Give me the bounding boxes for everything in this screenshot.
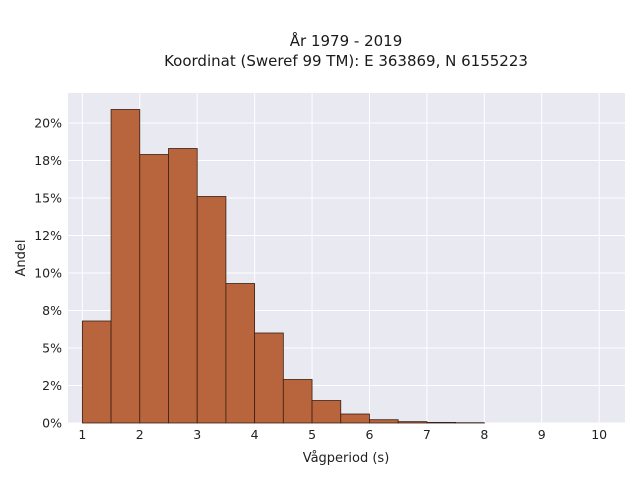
x-tick-label: 8 [480,427,488,442]
x-tick-label: 1 [78,427,86,442]
histogram-bar [110,109,141,424]
x-tick-label: 7 [423,427,431,442]
chart-title-line-2: Koordinat (Sweref 99 TM): E 363869, N 61… [164,52,528,70]
y-tick-label: 15% [34,191,62,206]
x-tick-label: 6 [365,427,373,442]
x-axis-label: Vågperiod (s) [303,451,390,466]
y-tick-label: 0% [42,416,62,431]
histogram-bar [196,196,227,424]
histogram-bar [225,283,256,424]
x-tick-label: 3 [193,427,201,442]
y-tick-label: 18% [34,153,62,168]
y-tick-label: 12% [34,228,62,243]
histogram-bar [369,419,399,424]
chart-title-line-1: År 1979 - 2019 [290,31,403,50]
histogram-bar [397,421,428,424]
x-tick-label: 2 [136,427,144,442]
y-tick-label: 8% [42,303,62,318]
y-axis-label: Andel [14,240,29,277]
histogram-bar [426,421,457,424]
x-tick-label: 10 [591,427,607,442]
histogram-bar [81,320,112,424]
bars [81,109,485,424]
x-tick-label: 5 [308,427,316,442]
histogram-bar [254,332,284,424]
histogram-bar [311,400,342,424]
tick-labels: 1 2 3 4 5 6 7 8 9 10 0% 2% 5% 8% 10% 12% 15% 18% 20% [34,116,607,443]
x-tick-label: 4 [251,427,259,442]
histogram-bar [168,148,198,424]
histogram-bar [340,413,370,424]
y-tick-label: 2% [42,378,62,393]
y-tick-label: 5% [42,341,62,356]
y-tick-label: 10% [34,266,62,281]
histogram-bar [282,379,313,424]
histogram-bar [139,154,169,424]
x-tick-label: 9 [538,427,546,442]
y-tick-label: 20% [34,116,62,131]
